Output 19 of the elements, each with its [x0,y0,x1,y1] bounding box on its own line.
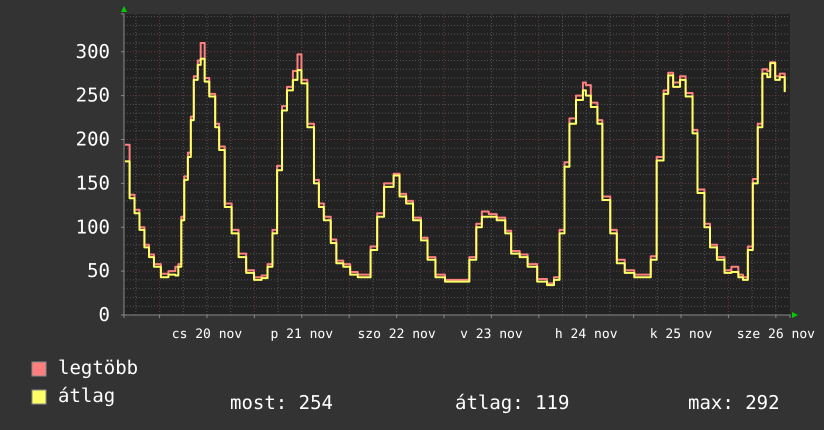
legend-label: átlag [58,385,116,407]
x-tick-label: h 24 nov [554,326,618,342]
legend-label: legtöbb [58,357,138,379]
x-tick-label: v 23 nov [460,326,523,342]
y-tick-label: 0 [98,304,110,326]
x-tick-label: szo 22 nov [357,326,436,342]
text: max: 292 [688,392,780,414]
y-tick-label: 150 [76,172,110,194]
y-tick-label: 300 [76,40,110,63]
x-tick-label: cs 20 nov [172,326,242,342]
y-tick-label: 100 [76,216,110,238]
text: most: 254 [230,392,333,414]
x-tick-label: k 25 nov [650,326,713,342]
y-tick-label: 200 [76,128,110,151]
y-tick-label: 50 [87,260,110,282]
y-tick-label: 250 [76,84,110,107]
x-tick-label: sze 26 nov [736,326,816,342]
x-tick-label: p 21 nov [270,326,334,342]
text: átlag: 119 [455,392,570,414]
